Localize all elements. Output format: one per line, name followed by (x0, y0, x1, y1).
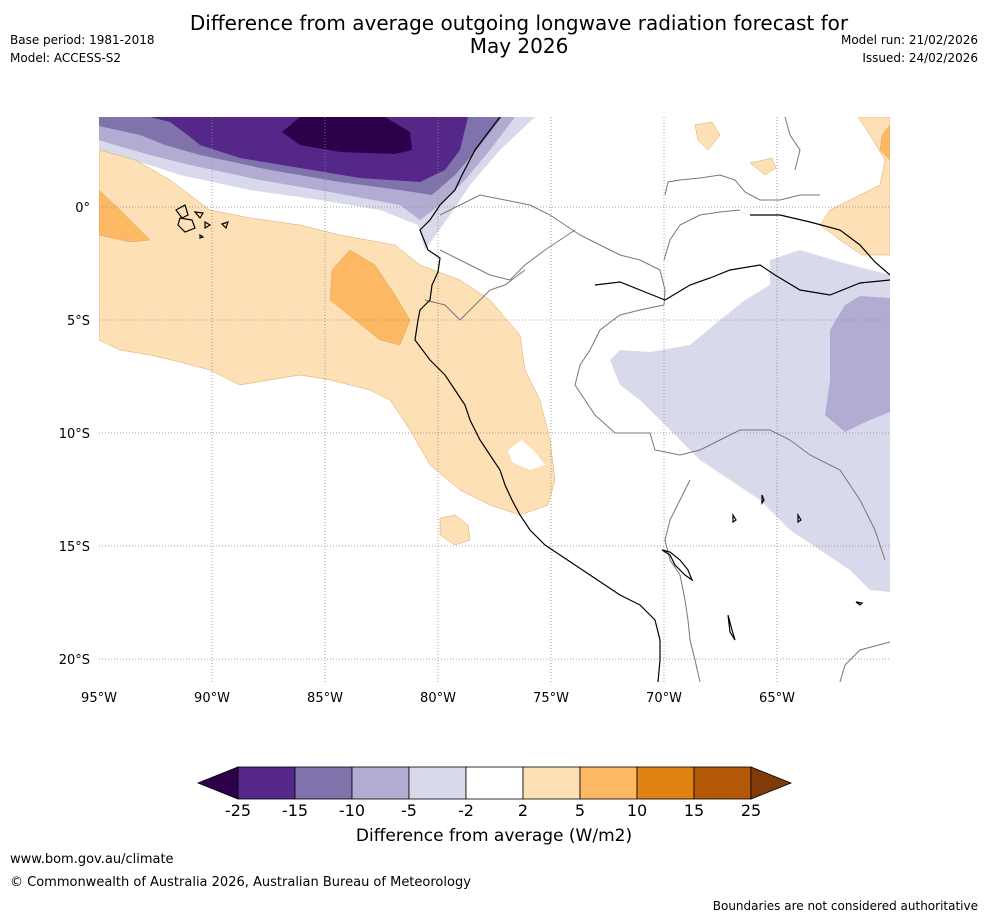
lon-label: 90°W (194, 691, 230, 706)
lat-label: 0° (75, 201, 90, 216)
lon-label: 85°W (307, 691, 343, 706)
colorbar-tick-label: -5 (401, 801, 417, 820)
anomaly-region-plus-2-ne (819, 117, 890, 256)
anomaly-region-plus-5-central (329, 249, 411, 346)
chart-title: Difference from average outgoing longwav… (150, 12, 888, 58)
lat-label: 5°S (67, 314, 90, 329)
model-name: Model: ACCESS-S2 (10, 51, 122, 65)
colorbar-segment (579, 766, 638, 800)
anomaly-region-plus-2-north-2 (749, 157, 777, 176)
country-boundaries (424, 117, 890, 682)
forecast-map (99, 117, 890, 682)
colorbar-segment (693, 766, 752, 800)
title-line-2: May 2026 (469, 34, 569, 58)
colorbar-segment (294, 766, 353, 800)
colorbar-tick-label: -25 (225, 801, 251, 820)
anomaly-region-minus-25 (282, 117, 412, 154)
colorbar: -25 -15 -10 -5 -2 2 5 10 15 25 (196, 766, 793, 820)
colorbar-segment (351, 766, 410, 800)
colorbar-segment (408, 766, 467, 800)
anomaly-region-plus-5-ne (879, 124, 890, 161)
anomaly-region-white-hole (508, 440, 545, 470)
anomaly-region-plus-5-west (99, 189, 151, 243)
lon-label: 80°W (420, 691, 456, 706)
title-line-1: Difference from average outgoing longwav… (189, 11, 849, 35)
anomaly-region-plus-2-north (694, 121, 721, 151)
anomaly-region-plus-2 (99, 149, 556, 516)
lat-label: 10°S (59, 427, 90, 442)
colorbar-tick-label: -15 (282, 801, 308, 820)
colorbar-segment (636, 766, 695, 800)
colorbar-tick-label: 25 (741, 801, 761, 820)
lon-label: 70°W (646, 691, 682, 706)
footer-note: Boundaries are not considered authoritat… (712, 899, 978, 913)
colorbar-extend-low (196, 766, 239, 800)
anomaly-region-minus-5-east (825, 296, 890, 432)
gridlines (99, 117, 890, 682)
lat-label: 20°S (59, 653, 90, 668)
base-period: Base period: 1981-2018 (10, 33, 155, 47)
colorbar-tick-label: 10 (627, 801, 647, 820)
colorbar-tick-label: 5 (575, 801, 585, 820)
colorbar-segment (522, 766, 581, 800)
lon-label: 65°W (759, 691, 795, 706)
lon-label: 95°W (81, 691, 117, 706)
issued-date: Issued: 24/02/2026 (862, 51, 978, 65)
model-run: Model run: 21/02/2026 (840, 33, 978, 47)
axis-labels: 95°W 90°W 85°W 80°W 75°W 70°W 65°W 0° 5°… (59, 201, 795, 706)
lat-label: 15°S (59, 540, 90, 555)
anomaly-region-minus-2-east (610, 250, 890, 592)
colorbar-tick-label: 15 (684, 801, 704, 820)
meta-left: Base period: 1981-2018 Model: ACCESS-S2 (10, 31, 155, 67)
footer-copyright: © Commonwealth of Australia 2026, Austra… (10, 875, 471, 890)
anomaly-region-plus-2-island (439, 514, 471, 546)
footer-link[interactable]: www.bom.gov.au/climate (10, 852, 174, 867)
colorbar-tick-label: 2 (518, 801, 528, 820)
colorbar-title: Difference from average (W/m2) (355, 826, 633, 846)
colorbar-tick-label: -10 (339, 801, 365, 820)
colorbar-extend-high (750, 766, 793, 800)
lon-label: 75°W (533, 691, 569, 706)
galapagos-islands (175, 204, 229, 239)
colorbar-tick-label: -2 (458, 801, 474, 820)
coastline (414, 117, 890, 682)
meta-right: Model run: 21/02/2026 Issued: 24/02/2026 (841, 31, 978, 67)
colorbar-segment (237, 766, 296, 800)
colorbar-segment (465, 766, 524, 800)
